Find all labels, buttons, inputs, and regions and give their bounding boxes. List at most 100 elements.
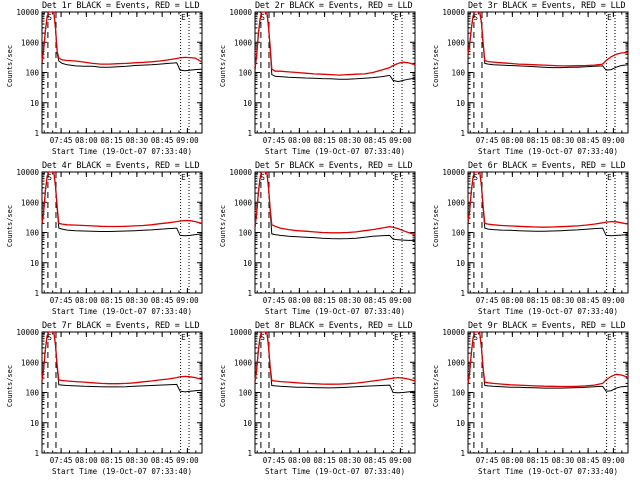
x-tick-label: 08:45: [364, 296, 387, 305]
y-tick-label: 100: [25, 229, 39, 238]
panel-title: Det 2r BLACK = Events, RED = LLD: [255, 1, 413, 11]
start-annotation: S: [473, 333, 478, 342]
x-tick-label: 08:45: [577, 136, 600, 145]
x-tick-label: 08:00: [288, 136, 311, 145]
panel-det-7r: Det 7r BLACK = Events, RED = LLD Counts/…: [0, 320, 213, 480]
x-tick-label: 08:30: [552, 136, 575, 145]
events-series-line: [467, 171, 629, 237]
plot-svg: 1 10 100 1000 10000 07:45 08:00 08:15 08:30 08:45…: [442, 8, 629, 145]
y-tick-label: 1: [247, 449, 252, 458]
y-tick-label: 1000: [447, 358, 466, 367]
x-tick-label: 09:00: [389, 136, 412, 145]
x-tick-label: 08:30: [339, 296, 362, 305]
panel-det-3r: Det 3r BLACK = Events, RED = LLD Counts/…: [426, 0, 639, 160]
y-tick-label: 1: [247, 129, 252, 138]
x-tick-label: 08:15: [526, 296, 549, 305]
y-tick-label: 10000: [229, 8, 252, 17]
y-tick-label: 100: [238, 69, 252, 78]
panel-title: Det 9r BLACK = Events, RED = LLD: [468, 321, 626, 331]
x-tick-label: 09:00: [176, 456, 199, 465]
events-series-line: [254, 171, 415, 241]
plot-svg: 1 10 100 1000 10000 07:45 08:00 08:15 08:30 08:45…: [16, 328, 203, 465]
start-annotation: S: [473, 13, 478, 22]
x-tick-label: 09:00: [389, 456, 412, 465]
y-tick-label: 1: [34, 289, 39, 298]
x-tick-label: 08:00: [501, 296, 524, 305]
y-tick-label: 10000: [16, 168, 39, 177]
plot-svg: 1 10 100 1000 10000 07:45 08:00 08:15 08:30 08:45…: [229, 168, 416, 305]
lld-series-line: [41, 331, 203, 385]
plot-frame: [41, 11, 203, 134]
y-tick-label: 10000: [229, 168, 252, 177]
x-tick-label: 09:00: [176, 296, 199, 305]
y-tick-label: 1000: [21, 198, 40, 207]
x-tick-label: 08:30: [552, 456, 575, 465]
start-annotation: S: [260, 333, 265, 342]
x-tick-label: 08:30: [126, 456, 149, 465]
start-annotation: S: [47, 333, 52, 342]
end-annotation: E: [607, 173, 612, 182]
x-axis-label: Start Time (19-Oct-07 07:33:40): [478, 467, 618, 476]
lld-series-line: [254, 11, 416, 76]
x-tick-label: 08:00: [501, 136, 524, 145]
end-annotation: E: [607, 13, 612, 22]
lld-series-line: [41, 171, 203, 228]
x-tick-label: 08:00: [75, 456, 98, 465]
y-tick-label: 1: [34, 129, 39, 138]
lld-series-line: [467, 331, 629, 388]
x-tick-label: 08:15: [313, 296, 336, 305]
x-tick-label: 07:45: [263, 136, 286, 145]
y-tick-label: 10: [30, 99, 40, 108]
y-tick-label: 10: [243, 259, 253, 268]
y-tick-label: 1000: [447, 198, 466, 207]
x-tick-label: 08:45: [151, 456, 174, 465]
y-tick-label: 10000: [16, 328, 39, 337]
panel-det-5r: Det 5r BLACK = Events, RED = LLD Counts/…: [213, 160, 426, 320]
x-tick-label: 08:45: [577, 296, 600, 305]
x-axis-label: Start Time (19-Oct-07 07:33:40): [478, 307, 618, 316]
x-tick-label: 08:15: [100, 456, 123, 465]
y-tick-label: 100: [238, 229, 252, 238]
x-tick-label: 08:15: [313, 136, 336, 145]
x-tick-label: 08:15: [526, 456, 549, 465]
y-tick-label: 10: [456, 259, 466, 268]
plot-svg: 1 10 100 1000 10000 07:45 08:00 08:15 08:30 08:45…: [442, 328, 629, 465]
y-tick-label: 1: [460, 449, 465, 458]
x-tick-label: 08:30: [339, 136, 362, 145]
panel-det-1r: Det 1r BLACK = Events, RED = LLD Counts/…: [0, 0, 213, 160]
x-tick-label: 08:15: [100, 296, 123, 305]
y-tick-label: 10000: [442, 168, 465, 177]
y-tick-label: 1000: [234, 38, 253, 47]
panel-det-2r: Det 2r BLACK = Events, RED = LLD Counts/…: [213, 0, 426, 160]
x-tick-label: 07:45: [50, 136, 73, 145]
plot-svg: 1 10 100 1000 10000 07:45 08:00 08:15 08:30 08:45…: [16, 8, 203, 145]
plot-svg: 1 10 100 1000 10000 07:45 08:00 08:15 08:30 08:45…: [229, 328, 416, 465]
x-axis-label: Start Time (19-Oct-07 07:33:40): [265, 467, 405, 476]
x-tick-label: 08:00: [288, 456, 311, 465]
y-tick-label: 10: [243, 419, 253, 428]
x-tick-label: 07:45: [476, 136, 499, 145]
start-annotation: S: [473, 173, 478, 182]
x-axis-label: Start Time (19-Oct-07 07:33:40): [265, 147, 405, 156]
x-tick-label: 08:00: [501, 456, 524, 465]
plot-frame: [41, 331, 203, 454]
x-tick-label: 08:00: [288, 296, 311, 305]
start-annotation: S: [47, 13, 52, 22]
x-tick-label: 08:15: [526, 136, 549, 145]
plot-frame: [467, 171, 629, 294]
x-tick-label: 07:45: [50, 456, 73, 465]
x-tick-label: 08:15: [100, 136, 123, 145]
y-tick-label: 100: [451, 229, 465, 238]
x-tick-label: 07:45: [263, 456, 286, 465]
panel-title: Det 4r BLACK = Events, RED = LLD: [42, 161, 200, 171]
x-axis-label: Start Time (19-Oct-07 07:33:40): [52, 307, 192, 316]
y-tick-label: 100: [451, 69, 465, 78]
end-annotation: E: [181, 333, 186, 342]
panel-det-8r: Det 8r BLACK = Events, RED = LLD Counts/…: [213, 320, 426, 480]
lld-series-line: [467, 171, 629, 228]
panel-det-4r: Det 4r BLACK = Events, RED = LLD Counts/…: [0, 160, 213, 320]
x-tick-label: 08:45: [577, 456, 600, 465]
y-tick-label: 1000: [21, 38, 40, 47]
y-tick-label: 1: [460, 129, 465, 138]
